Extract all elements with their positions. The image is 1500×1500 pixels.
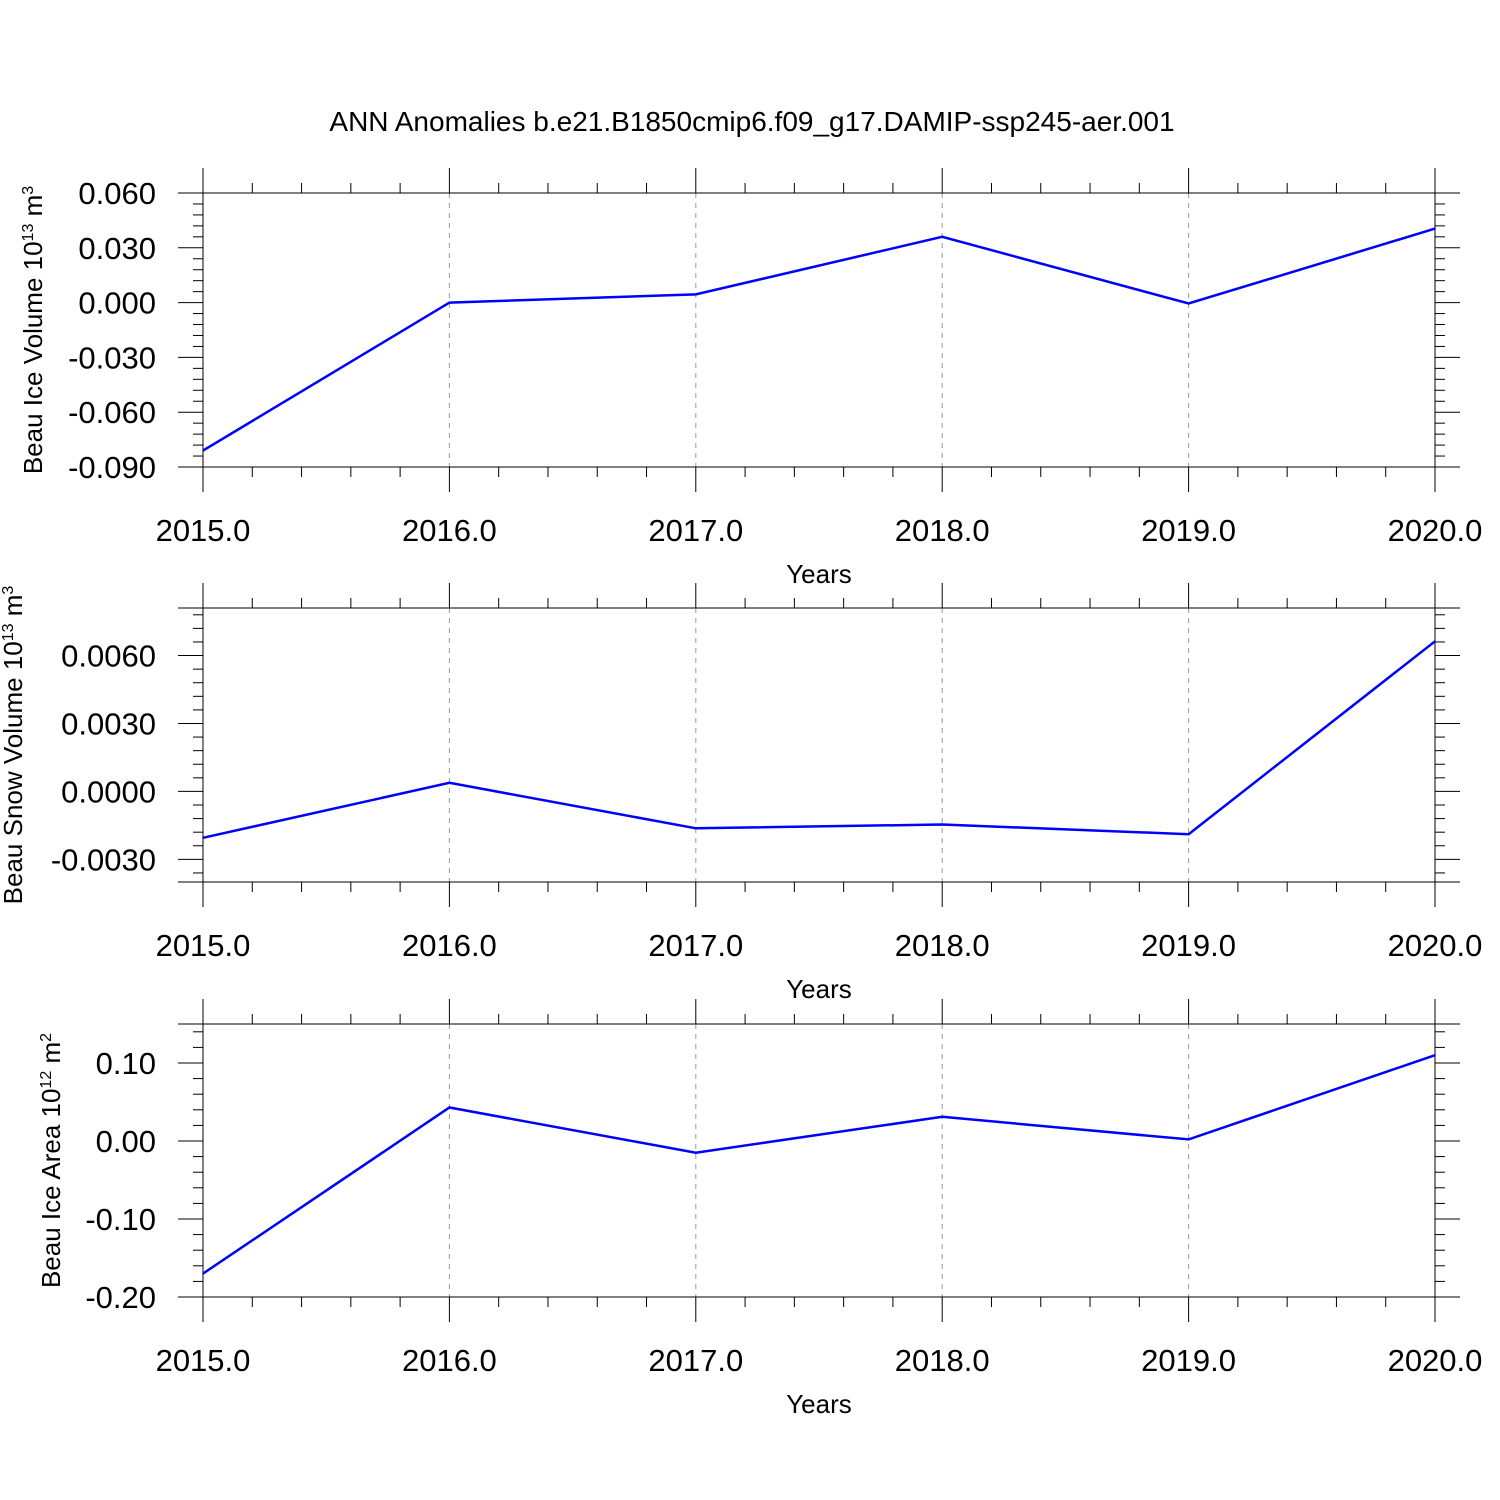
- x-tick-label: 2018.0: [895, 928, 990, 963]
- y-axis-label-part: m: [36, 1042, 66, 1071]
- x-tick-label: 2016.0: [402, 928, 497, 963]
- x-tick-label: 2016.0: [402, 513, 497, 548]
- data-point: [448, 1106, 451, 1109]
- y-axis-label-part: m: [0, 595, 28, 624]
- data-point: [448, 782, 451, 784]
- x-axis-label: Years: [786, 974, 852, 1004]
- x-tick-label: 2017.0: [648, 513, 743, 548]
- data-point: [695, 293, 697, 296]
- y-axis-label-superscript: 12: [38, 1071, 55, 1089]
- y-axis-label-part: Beau Ice Volume 10: [18, 241, 48, 474]
- x-tick-label: 2015.0: [156, 1343, 251, 1378]
- x-tick-label: 2020.0: [1388, 1343, 1483, 1378]
- y-tick-label: -0.20: [85, 1280, 156, 1315]
- y-tick-label: 0.0000: [61, 774, 156, 809]
- y-tick-label: 0.0030: [61, 706, 156, 741]
- chart-panel-1: -0.090 -0.060 -0.030 0.000 0.030 0.060 2015.0 2…: [18, 168, 1482, 589]
- y-axis-label: Beau Ice Volume 1013 m3: [18, 186, 48, 474]
- x-tick-label: 2015.0: [156, 928, 251, 963]
- y-axis-label: Beau Ice Area 1012 m2: [36, 1033, 66, 1288]
- x-tick-label: 2015.0: [156, 513, 251, 548]
- data-point: [202, 837, 204, 839]
- y-axis-label-superscript: 3: [0, 586, 17, 595]
- y-tick-label: -0.060: [68, 395, 156, 430]
- data-point: [941, 823, 943, 826]
- x-axis-label: Years: [786, 559, 852, 589]
- y-axis-label-superscript: 2: [38, 1033, 55, 1042]
- series-line: [202, 1054, 1436, 1275]
- x-tick-label: 2017.0: [648, 928, 743, 963]
- data-point: [202, 1272, 204, 1275]
- x-tick-label: 2020.0: [1388, 513, 1483, 548]
- chart-panels: -0.090 -0.060 -0.030 0.000 0.030 0.060 2015.0 2…: [0, 168, 1482, 1419]
- x-tick-label: 2017.0: [648, 1343, 743, 1378]
- x-tick-label: 2016.0: [402, 1343, 497, 1378]
- x-tick-label: 2019.0: [1141, 928, 1236, 963]
- y-axis-label: Beau Snow Volume 1013 m3: [0, 586, 28, 905]
- data-point: [1187, 1138, 1190, 1141]
- data-point: [1434, 640, 1436, 643]
- y-axis-label-part: Beau Snow Volume 10: [0, 641, 28, 904]
- y-tick-label: 0.0060: [61, 639, 156, 674]
- data-point: [1187, 833, 1190, 836]
- data-point: [941, 236, 943, 238]
- x-tick-label: 2020.0: [1388, 928, 1483, 963]
- chart-panel-3: -0.20 -0.10 0.00 0.10 2015.0 2016.0 2017.0 2018…: [36, 999, 1482, 1419]
- y-axis-label-superscript: 13: [0, 623, 17, 641]
- data-point: [695, 827, 697, 830]
- chart-panel-2: -0.0030 0.0000 0.0030 0.0060 2015.0 2016.0 201…: [0, 583, 1482, 1004]
- y-axis-label-superscript: 13: [20, 224, 37, 242]
- y-tick-label: 0.030: [78, 231, 156, 266]
- data-point: [695, 1151, 697, 1154]
- y-tick-label: 0.000: [78, 286, 156, 321]
- data-point: [1187, 302, 1190, 305]
- data-point: [941, 1116, 943, 1118]
- y-axis-label-superscript: 3: [20, 186, 37, 195]
- y-axis-label-part: m: [18, 195, 48, 224]
- y-tick-label: 0.060: [78, 176, 156, 211]
- data-point: [202, 449, 204, 452]
- y-tick-label: -0.0030: [51, 842, 156, 877]
- series-line: [202, 227, 1436, 452]
- y-tick-label: -0.030: [68, 340, 156, 375]
- series-line: [202, 640, 1436, 840]
- x-tick-label: 2019.0: [1141, 513, 1236, 548]
- x-tick-label: 2019.0: [1141, 1343, 1236, 1378]
- y-tick-label: -0.10: [85, 1202, 156, 1237]
- y-axis-label-part: Beau Ice Area 10: [36, 1089, 66, 1288]
- data-point: [1434, 1054, 1436, 1056]
- x-axis-label: Years: [786, 1389, 852, 1419]
- y-tick-label: 0.10: [96, 1046, 156, 1081]
- y-tick-label: -0.090: [68, 450, 156, 485]
- chart-title: ANN Anomalies b.e21.B1850cmip6.f09_g17.D…: [329, 106, 1174, 137]
- y-tick-label: 0.00: [96, 1124, 156, 1159]
- data-point: [1434, 227, 1436, 230]
- x-tick-label: 2018.0: [895, 1343, 990, 1378]
- data-point: [448, 301, 451, 304]
- x-tick-label: 2018.0: [895, 513, 990, 548]
